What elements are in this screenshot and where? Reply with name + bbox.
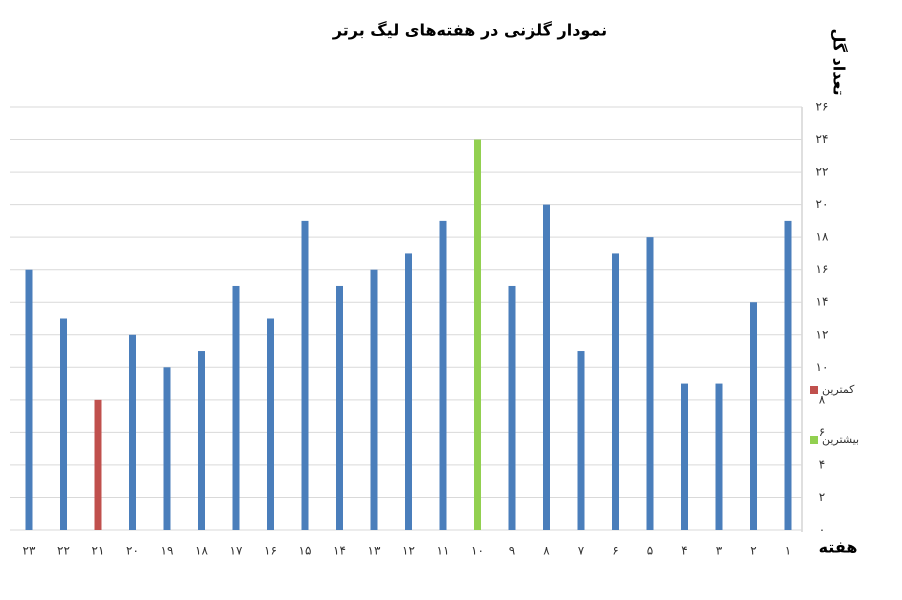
x-tick-label: ۲۲ [57,544,70,558]
x-tick-label: ۱۷ [230,544,243,558]
bar [25,269,33,530]
x-tick-label: ۱۴ [333,544,346,558]
x-tick-label: ۱۳ [368,544,381,558]
x-tick-label: ۹ [509,544,515,558]
x-tick-label: ۴ [681,544,687,558]
y-tick-label: ۲۲ [816,165,829,179]
bar [267,318,274,530]
bar [750,302,757,530]
bar [784,220,792,530]
x-tick-label: ۱۹ [161,544,174,558]
bar [646,237,654,530]
bar [370,269,378,530]
y-tick-label: ۱۸ [816,230,829,244]
legend-swatch [810,386,818,394]
x-tick-label: ۱۵ [299,544,312,558]
legend-label: کمترین [822,383,855,396]
bar [681,383,688,530]
x-tick-label: ۶ [612,544,618,558]
bar [163,367,171,530]
y-tick-label: ۴ [819,457,825,471]
x-tick-label: ۱ [785,544,791,558]
bar [474,139,481,531]
x-tick-label: ۱۶ [264,544,277,558]
bar [577,351,585,530]
bar [508,285,516,530]
y-tick-label: ۸ [819,392,826,406]
y-tick-label: ۱۲ [816,327,829,341]
bar [129,334,136,530]
bar [439,220,447,530]
bar [60,318,67,530]
x-tick-label: ۱۲ [402,544,415,558]
bar [94,399,102,530]
x-axis-title: هفته [819,538,858,557]
legend-label: بیشترین [822,433,859,446]
y-tick-label: ۶ [819,425,825,439]
bar [336,285,343,530]
y-tick-label: ۲۰ [816,197,829,211]
legend-swatch [810,436,818,444]
x-tick-label: ۲۳ [23,544,36,558]
bar [232,285,240,530]
y-tick-label: ۲۶ [816,100,829,114]
y-axis-title: تعداد گل [830,28,849,95]
x-tick-label: ۵ [647,544,653,558]
bar [543,204,550,530]
bar [715,383,723,530]
y-tick-label: ۱۶ [816,262,829,276]
x-tick-label: ۲۰ [126,544,139,558]
chart-title: نمودار گلزنی در هفته‌های لیگ برتر [332,21,607,40]
x-tick-label: ۸ [543,544,550,558]
bar [198,351,205,530]
x-tick-label: ۳ [716,544,723,558]
y-tick-label: ۰ [819,523,825,537]
x-tick-label: ۱۰ [471,544,484,558]
bar [405,253,412,530]
y-tick-label: ۱۴ [816,295,829,309]
bar [301,220,309,530]
x-tick-label: ۷ [578,544,585,558]
y-tick-label: ۲ [819,490,825,504]
x-tick-label: ۲۱ [92,544,105,558]
x-tick-label: ۱۸ [195,544,208,558]
x-tick-label: ۱۱ [437,544,450,558]
x-tick-label: ۲ [750,544,756,558]
y-tick-label: ۲۴ [816,132,829,146]
bar [612,253,619,530]
y-tick-label: ۱۰ [816,360,829,374]
